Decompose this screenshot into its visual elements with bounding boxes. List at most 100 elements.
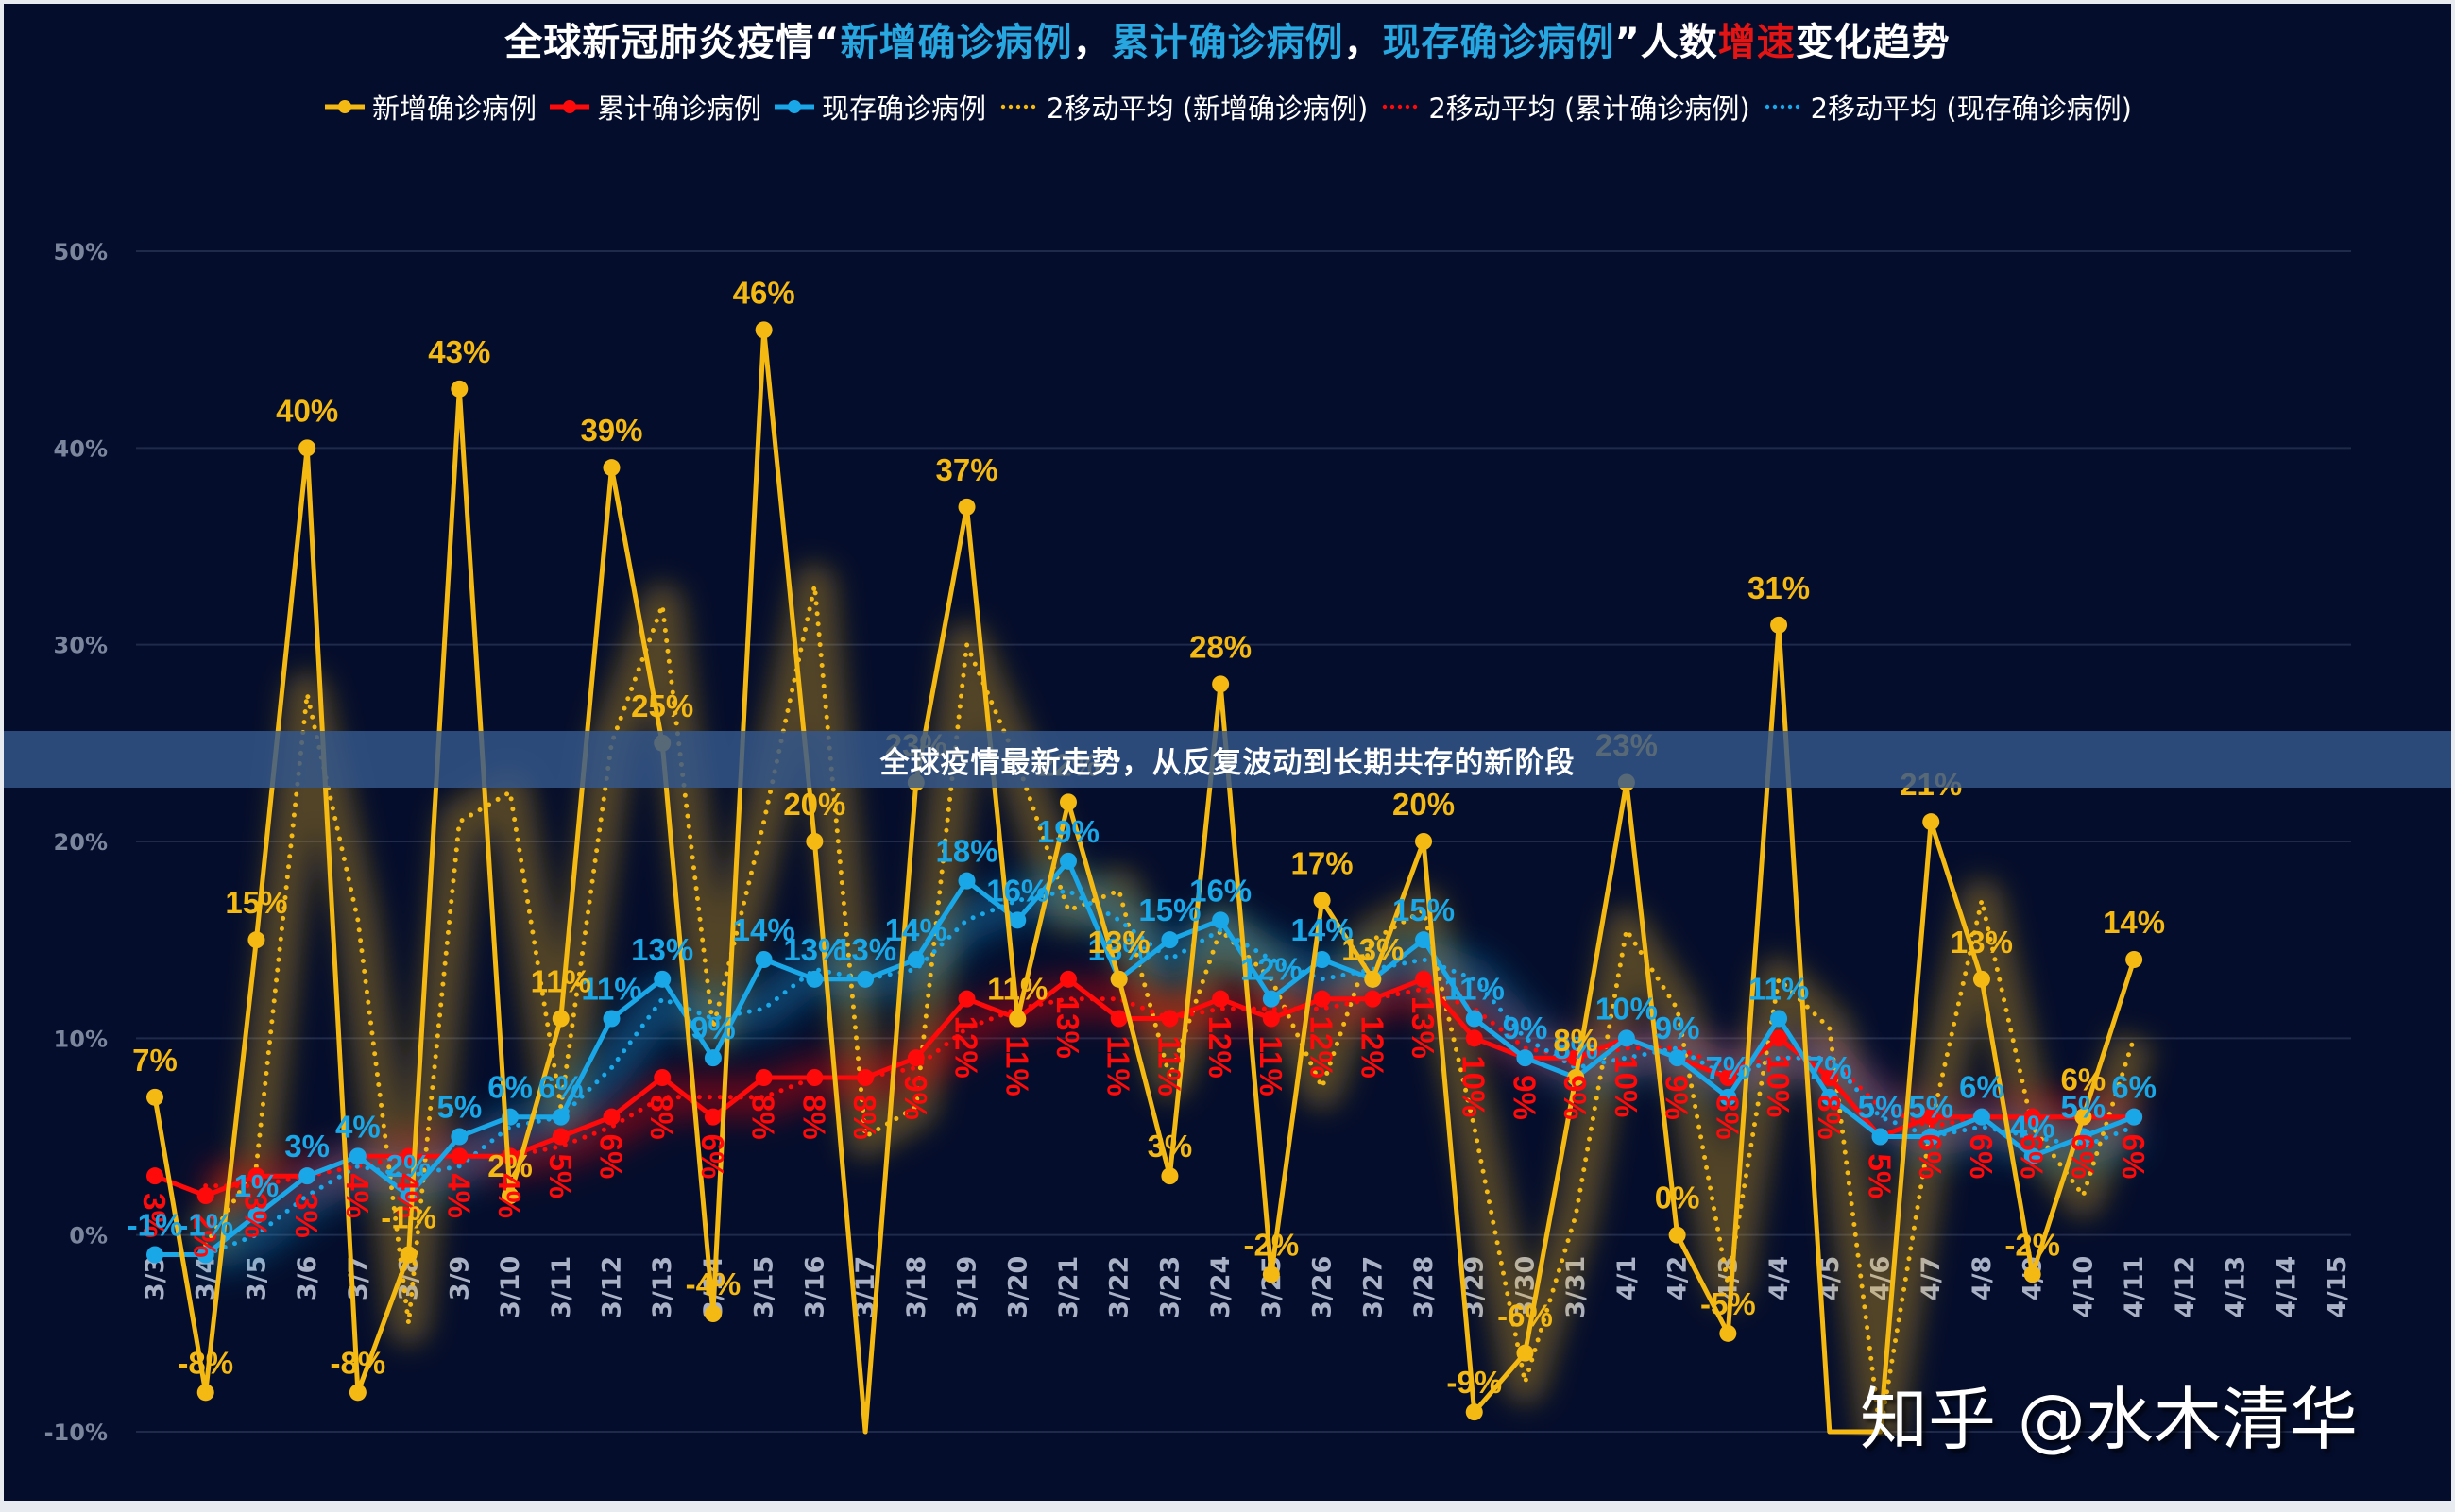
data-point[interactable]: [1719, 1324, 1737, 1342]
data-point[interactable]: [806, 970, 824, 988]
data-point[interactable]: [603, 459, 621, 477]
data-point[interactable]: [907, 1049, 925, 1067]
data-point[interactable]: [1161, 931, 1179, 949]
data-point[interactable]: [1719, 1088, 1737, 1106]
data-point[interactable]: [1922, 1128, 1940, 1146]
data-point[interactable]: [2023, 1108, 2041, 1126]
data-point[interactable]: [247, 1167, 265, 1185]
data-point[interactable]: [1972, 1108, 1990, 1126]
data-point[interactable]: [552, 1108, 570, 1126]
data-point[interactable]: [400, 1246, 418, 1264]
data-point[interactable]: [857, 1069, 875, 1086]
data-point[interactable]: [755, 951, 773, 968]
data-point[interactable]: [1262, 1010, 1280, 1028]
data-point[interactable]: [1465, 1010, 1483, 1028]
series-line[interactable]: [152, 327, 2137, 1435]
data-point[interactable]: [857, 970, 875, 988]
data-point[interactable]: [1364, 970, 1382, 988]
data-point[interactable]: [1922, 813, 1940, 831]
data-point[interactable]: [1212, 990, 1230, 1008]
data-point[interactable]: [654, 1069, 672, 1086]
data-point[interactable]: [1415, 833, 1433, 850]
data-point[interactable]: [196, 1246, 214, 1264]
data-point[interactable]: [502, 1187, 520, 1204]
data-point[interactable]: [146, 1167, 163, 1185]
data-point[interactable]: [806, 833, 824, 850]
data-point[interactable]: [1465, 1029, 1483, 1047]
data-point[interactable]: [1110, 970, 1128, 988]
data-point[interactable]: [1161, 1167, 1179, 1185]
data-point[interactable]: [1668, 1049, 1686, 1067]
data-point[interactable]: [1770, 1029, 1788, 1047]
data-point[interactable]: [1465, 1403, 1483, 1421]
data-point[interactable]: [1820, 1069, 1838, 1086]
data-point[interactable]: [146, 1088, 163, 1106]
data-point[interactable]: [1922, 1108, 1940, 1126]
data-point[interactable]: [1059, 970, 1077, 988]
data-point[interactable]: [755, 1069, 773, 1086]
data-point[interactable]: [2074, 1108, 2092, 1126]
data-point[interactable]: [1262, 990, 1280, 1008]
data-point[interactable]: [654, 970, 672, 988]
data-point[interactable]: [1719, 1069, 1737, 1086]
data-point[interactable]: [1212, 911, 1230, 929]
data-point[interactable]: [1617, 1029, 1635, 1047]
data-point[interactable]: [349, 1147, 367, 1165]
data-point[interactable]: [1161, 1010, 1179, 1028]
legend-item[interactable]: 现存确诊病例: [773, 87, 986, 127]
data-point[interactable]: [1770, 616, 1788, 634]
data-point[interactable]: [907, 951, 925, 968]
data-point[interactable]: [451, 1128, 469, 1146]
data-point[interactable]: [1059, 852, 1077, 870]
data-point[interactable]: [196, 1187, 214, 1204]
data-point[interactable]: [247, 931, 265, 949]
data-point[interactable]: [603, 1108, 621, 1126]
data-point[interactable]: [1516, 1049, 1534, 1067]
data-point[interactable]: [1313, 951, 1331, 968]
data-point[interactable]: [1516, 1344, 1534, 1362]
data-point[interactable]: [1567, 1069, 1585, 1086]
data-point[interactable]: [451, 1147, 469, 1165]
data-point[interactable]: [806, 1069, 824, 1086]
data-point[interactable]: [704, 1108, 722, 1126]
data-point[interactable]: [298, 1167, 316, 1185]
data-point[interactable]: [451, 380, 469, 398]
data-point[interactable]: [196, 1384, 214, 1402]
legend-item[interactable]: 2移动平均 (累计确诊病例): [1379, 87, 1750, 127]
data-point[interactable]: [1364, 990, 1382, 1008]
data-point[interactable]: [1972, 970, 1990, 988]
data-point[interactable]: [552, 1010, 570, 1028]
data-point[interactable]: [1009, 911, 1027, 929]
data-point[interactable]: [298, 439, 316, 457]
legend-item[interactable]: 累计确诊病例: [548, 87, 761, 127]
data-point[interactable]: [146, 1246, 163, 1264]
data-point[interactable]: [958, 498, 976, 516]
data-point[interactable]: [552, 1128, 570, 1146]
data-point[interactable]: [704, 1305, 722, 1322]
data-point[interactable]: [1770, 1010, 1788, 1028]
data-point[interactable]: [247, 1206, 265, 1224]
data-point[interactable]: [1871, 1128, 1889, 1146]
data-point[interactable]: [1262, 1266, 1280, 1283]
data-point[interactable]: [1110, 1010, 1128, 1028]
legend-item[interactable]: 2移动平均 (现存确诊病例): [1762, 87, 2132, 127]
data-point[interactable]: [2125, 1108, 2143, 1126]
data-point[interactable]: [1820, 1088, 1838, 1106]
data-point[interactable]: [1059, 793, 1077, 811]
data-point[interactable]: [1009, 1010, 1027, 1028]
data-point[interactable]: [958, 872, 976, 890]
legend-item[interactable]: 2移动平均 (新增确诊病例): [997, 87, 1368, 127]
data-point[interactable]: [1415, 970, 1433, 988]
data-point[interactable]: [1313, 892, 1331, 909]
data-point[interactable]: [704, 1049, 722, 1067]
data-point[interactable]: [1212, 675, 1230, 693]
data-point[interactable]: [1415, 931, 1433, 949]
data-point[interactable]: [1313, 990, 1331, 1008]
data-point[interactable]: [2023, 1266, 2041, 1283]
legend-item[interactable]: 新增确诊病例: [323, 87, 537, 127]
data-point[interactable]: [2125, 951, 2143, 968]
data-point[interactable]: [603, 1010, 621, 1028]
data-point[interactable]: [2023, 1147, 2041, 1165]
data-point[interactable]: [755, 321, 773, 339]
data-point[interactable]: [349, 1384, 367, 1402]
